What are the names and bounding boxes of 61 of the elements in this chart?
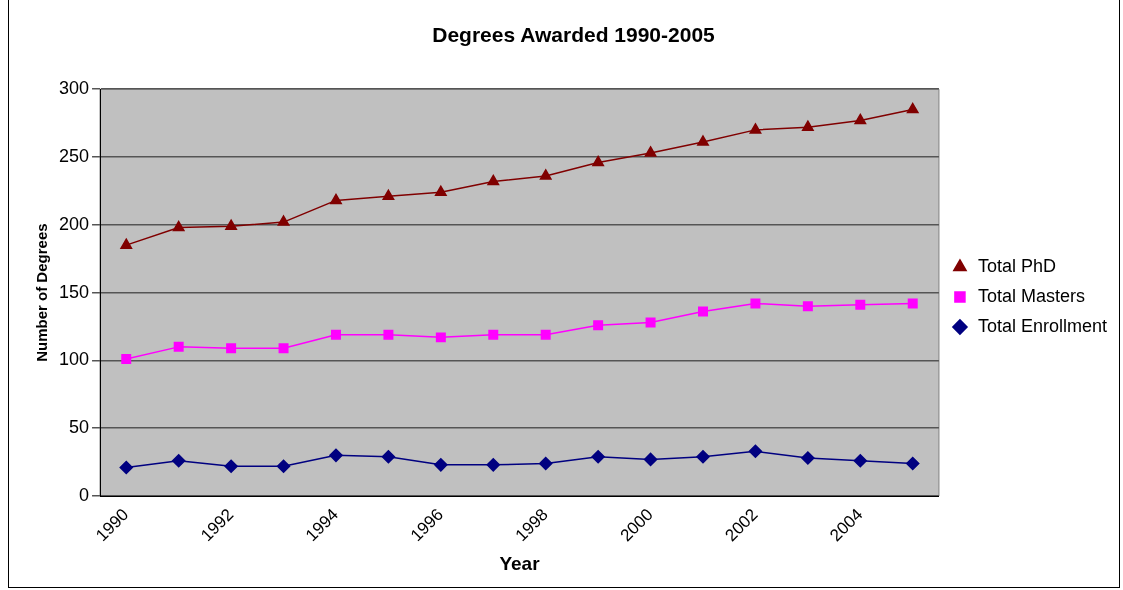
point [224, 459, 238, 473]
legend-label: Total Enrollment [977, 315, 1107, 336]
point [644, 146, 657, 157]
point [225, 219, 238, 230]
point [749, 123, 762, 134]
point [907, 298, 918, 309]
point [750, 298, 761, 309]
point [330, 329, 341, 340]
point [540, 329, 551, 340]
point [488, 329, 499, 340]
point [434, 458, 448, 472]
point [434, 185, 447, 197]
point [277, 215, 290, 226]
y-tick-label: 250 [58, 145, 90, 166]
point [801, 451, 815, 465]
y-tick-label: 150 [58, 281, 90, 302]
point [906, 102, 919, 114]
point [487, 174, 500, 186]
point [698, 306, 708, 317]
y-tick-label: 100 [58, 349, 90, 370]
point [801, 120, 814, 131]
y-tick-label: 50 [69, 417, 90, 438]
legend-label: Total PhD [977, 255, 1056, 276]
point [593, 320, 604, 331]
point [173, 341, 184, 352]
point [645, 317, 656, 328]
point [592, 155, 605, 167]
point [643, 452, 658, 467]
point [383, 329, 394, 340]
point [802, 301, 813, 312]
point [171, 454, 186, 468]
point [486, 458, 501, 472]
point [382, 189, 395, 201]
y-tick-label: 300 [58, 78, 90, 99]
point [120, 238, 133, 249]
point [539, 169, 552, 180]
point [538, 456, 553, 471]
x-axis-title: Year [499, 552, 541, 574]
point [172, 220, 185, 232]
point [696, 449, 710, 464]
y-tick-label: 0 [79, 485, 90, 505]
point [330, 193, 342, 205]
point [855, 299, 866, 310]
legend-label: Total Masters [977, 285, 1085, 306]
point [226, 343, 237, 354]
point [697, 135, 709, 146]
point [278, 343, 289, 354]
point [435, 332, 446, 343]
point [121, 354, 132, 365]
y-tick-label: 200 [58, 213, 90, 234]
point [591, 449, 605, 464]
point [748, 444, 763, 459]
point [381, 449, 396, 464]
point [329, 448, 343, 463]
point [119, 460, 133, 475]
point [905, 456, 920, 471]
y-axis-title: Number of Degrees [33, 223, 51, 362]
chart-title: Degrees Awarded 1990-2005 [432, 23, 716, 47]
point [276, 459, 291, 473]
point [854, 113, 867, 125]
point [853, 454, 868, 468]
